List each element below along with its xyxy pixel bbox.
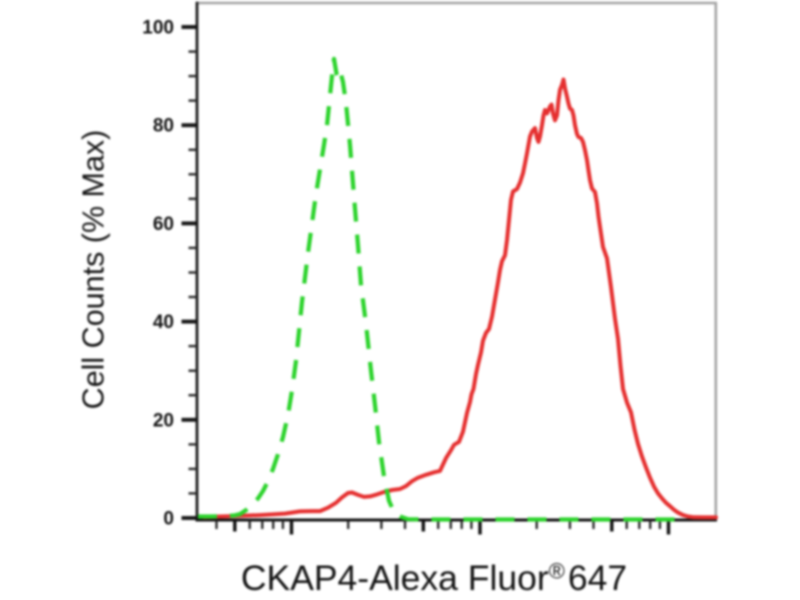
svg-text:CKAP4-Alexa Fluor®647: CKAP4-Alexa Fluor®647 <box>241 558 627 598</box>
svg-text:60: 60 <box>153 214 174 235</box>
svg-text:Cell Counts (% Max): Cell Counts (% Max) <box>77 130 111 410</box>
svg-text:0: 0 <box>163 509 174 530</box>
svg-text:80: 80 <box>153 116 174 137</box>
svg-text:100: 100 <box>142 18 174 39</box>
svg-text:20: 20 <box>153 410 174 431</box>
svg-text:40: 40 <box>153 312 174 333</box>
